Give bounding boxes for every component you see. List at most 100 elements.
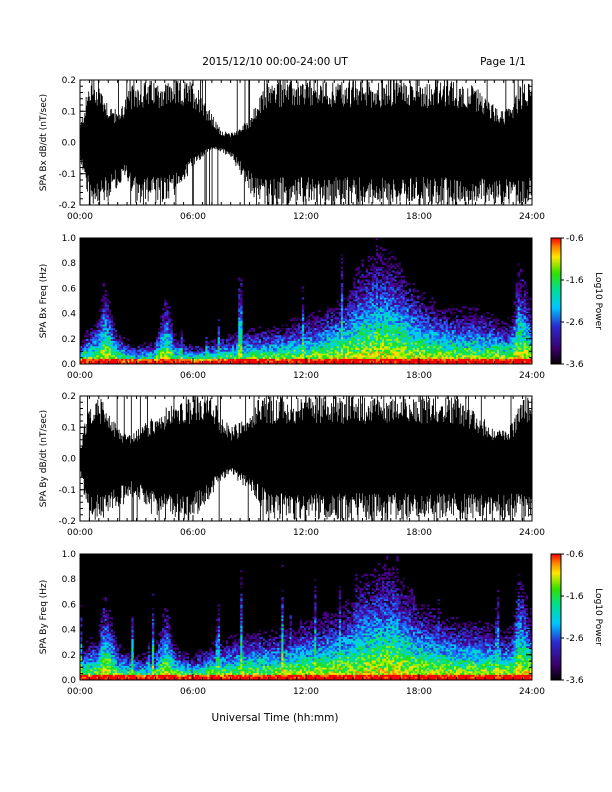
spectrogram-cell xyxy=(258,338,262,341)
spectrogram-cell xyxy=(379,247,383,250)
spectrogram-cell xyxy=(102,320,105,323)
spectrogram-cell xyxy=(168,320,171,323)
spectrogram-cell xyxy=(355,338,358,341)
spectrogram-cell xyxy=(158,335,161,338)
spectrogram-cell xyxy=(330,315,333,318)
spectrogram-cell xyxy=(92,347,95,350)
spectrogram-cell xyxy=(269,353,272,356)
spectrogram-cell xyxy=(266,338,270,341)
spectrogram-cell xyxy=(373,349,377,352)
spectrogram-cell xyxy=(433,362,436,365)
spectrogram-cell xyxy=(258,326,262,329)
spectrogram-cell xyxy=(158,337,161,340)
spectrogram-cell xyxy=(240,304,243,307)
spectrogram-cell xyxy=(188,355,192,358)
spectrogram-cell xyxy=(219,358,223,361)
spectrogram-cell xyxy=(98,338,101,341)
spectrogram-cell xyxy=(394,356,397,359)
spectrogram-cell xyxy=(382,322,385,325)
spectrogram-cell xyxy=(145,349,149,352)
spectrogram-cell xyxy=(338,319,342,322)
spectrogram-cell xyxy=(433,320,436,323)
spectrogram-cell xyxy=(437,362,440,365)
spectrogram-cell xyxy=(225,342,229,345)
spectrogram-cell xyxy=(386,265,389,268)
spectrogram-cell xyxy=(437,328,440,331)
spectrogram-cell xyxy=(158,346,161,349)
spectrogram-cell xyxy=(394,293,397,296)
spectrogram-cell xyxy=(88,355,91,358)
spectrogram-cell xyxy=(164,351,167,354)
spectrogram-cell xyxy=(396,356,399,359)
spectrogram-cell xyxy=(258,333,262,336)
spectrogram-cell xyxy=(398,335,401,338)
spectrogram-cell xyxy=(102,328,105,331)
spectrogram-cell xyxy=(84,360,87,363)
spectrogram-cell xyxy=(427,335,430,338)
spectrogram-cell xyxy=(390,299,393,302)
spectrogram-cell xyxy=(419,310,422,313)
spectrogram-cell xyxy=(365,313,368,316)
spectrogram-cell xyxy=(355,344,358,347)
spectrogram-cell xyxy=(170,338,173,341)
spectrogram-cell xyxy=(373,317,377,320)
spectrogram-cell xyxy=(416,358,420,361)
spectrogram-cell xyxy=(297,342,301,345)
spectrogram-cell xyxy=(375,288,379,291)
spectrogram-cell xyxy=(386,355,389,358)
spectrogram-cell xyxy=(330,333,333,336)
spectrogram-cell xyxy=(384,270,387,273)
spectrogram-cell xyxy=(84,358,87,361)
spectrogram-cell xyxy=(332,297,336,300)
spectrogram-cell xyxy=(402,297,405,300)
spectrogram-cell xyxy=(242,335,245,338)
spectrogram-cell xyxy=(86,360,89,363)
spectrogram-cell xyxy=(164,313,167,316)
spectrogram-cell xyxy=(291,353,294,356)
spectrogram-cell xyxy=(347,306,350,309)
spectrogram-cell xyxy=(357,347,360,350)
spectrogram-cell xyxy=(108,335,112,338)
spectrogram-cell xyxy=(412,320,416,323)
spectrogram-cell xyxy=(439,338,442,341)
spectrogram-cell xyxy=(279,353,282,356)
spectrogram-cell xyxy=(427,333,430,336)
spectrogram-cell xyxy=(211,353,214,356)
spectrogram-cell xyxy=(271,335,274,338)
spectrogram-cell xyxy=(291,326,294,329)
spectrogram-cell xyxy=(80,362,83,365)
spectrogram-cell xyxy=(382,270,385,273)
spectrogram-cell xyxy=(423,344,426,347)
spectrogram-cell xyxy=(408,329,412,332)
spectrogram-cell xyxy=(367,259,370,262)
spectrogram-cell xyxy=(158,353,161,356)
spectrogram-cell xyxy=(143,360,147,363)
spectrogram-cell xyxy=(388,292,391,295)
spectrogram-cell xyxy=(125,355,128,358)
spectrogram-cell xyxy=(100,347,103,350)
spectrogram-cell xyxy=(92,362,95,365)
spectrogram-cell xyxy=(215,362,218,365)
spectrogram-cell xyxy=(252,356,255,359)
spectrogram-cell xyxy=(369,347,373,350)
spectrogram-cell xyxy=(386,311,389,314)
spectrogram-cell xyxy=(301,297,305,300)
spectrogram-cell xyxy=(147,360,151,363)
spectrogram-cell xyxy=(254,356,257,359)
spectrogram-cell xyxy=(166,349,169,352)
spectrogram-cell xyxy=(281,324,284,327)
spectrogram-cell xyxy=(100,346,103,349)
spectrogram-cell xyxy=(213,349,216,352)
spectrogram-cell xyxy=(367,319,370,322)
spectrogram-cell xyxy=(398,302,401,305)
spectrogram-cell xyxy=(394,304,397,307)
spectrogram-cell xyxy=(384,301,387,304)
spectrogram-cell xyxy=(439,328,442,331)
spectrogram-cell xyxy=(416,315,420,318)
spectrogram-cell xyxy=(322,302,325,305)
spectrogram-cell xyxy=(377,268,381,271)
spectrogram-cell xyxy=(390,353,393,356)
spectrogram-cell xyxy=(390,292,393,295)
spectrogram-cell xyxy=(421,328,424,331)
spectrogram-cell xyxy=(236,344,239,347)
